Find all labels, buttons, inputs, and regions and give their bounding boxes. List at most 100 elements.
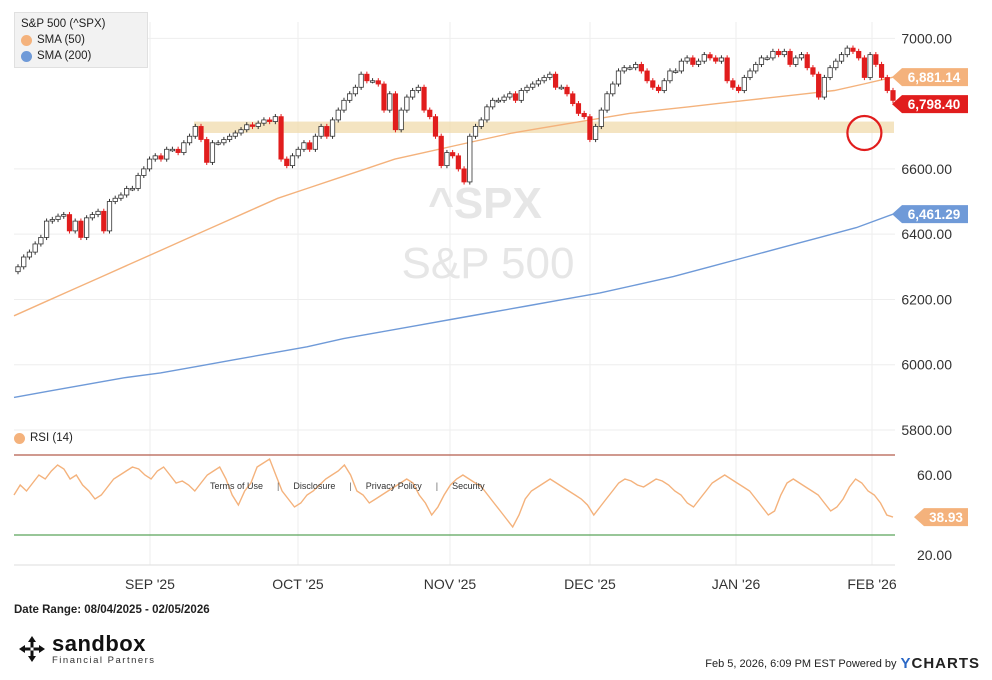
rsi-value-tag-shape xyxy=(914,508,968,527)
price-tick-label: 6600.00 xyxy=(901,161,952,177)
candle xyxy=(32,241,38,255)
candle-body xyxy=(673,70,679,73)
candle-body xyxy=(518,90,524,101)
candle xyxy=(798,52,805,61)
candle-body xyxy=(324,126,330,137)
candle-body xyxy=(793,57,799,65)
candle xyxy=(43,218,50,241)
legend-label-sma50: SMA (50) xyxy=(37,34,85,46)
candle xyxy=(398,107,404,133)
candle-body xyxy=(358,73,364,88)
candle xyxy=(227,133,233,143)
highlight-circle-ring xyxy=(846,114,883,152)
candle xyxy=(444,149,450,169)
candle xyxy=(627,65,633,71)
legend-item-sma200[interactable]: SMA (200) xyxy=(21,48,141,64)
candle-body xyxy=(547,73,553,78)
candle-body xyxy=(730,80,736,88)
candle-body xyxy=(810,67,816,75)
candle xyxy=(112,195,118,205)
candle-body xyxy=(541,77,547,82)
candle-body xyxy=(375,80,381,85)
timestamp: Feb 5, 2026, 6:09 PM EST Powered by xyxy=(705,657,897,670)
rsi-path xyxy=(13,457,894,529)
candle xyxy=(301,140,307,152)
candle xyxy=(364,71,370,84)
candle xyxy=(244,122,250,133)
candle xyxy=(707,52,713,61)
candle-body xyxy=(364,73,370,82)
candle xyxy=(78,218,84,241)
candle-body xyxy=(667,70,673,82)
ycharts-logo[interactable]: YCHARTS xyxy=(900,655,980,672)
candle xyxy=(781,48,787,58)
candle xyxy=(175,146,181,156)
candle xyxy=(135,172,141,192)
candle-body xyxy=(684,57,690,62)
candle xyxy=(713,55,719,64)
legend-item-spx[interactable]: S&P 500 (^SPX) xyxy=(21,16,141,32)
candle xyxy=(490,97,496,110)
candle-body xyxy=(593,126,599,140)
candle-body xyxy=(438,135,444,167)
candle-body xyxy=(204,139,210,163)
security-link[interactable]: Security xyxy=(452,481,485,491)
candle xyxy=(570,91,576,107)
candle xyxy=(335,107,341,123)
candle xyxy=(667,68,673,84)
legend-item-sma50[interactable]: SMA (50) xyxy=(21,32,141,48)
x-tick-label: JAN '26 xyxy=(712,576,761,592)
candle xyxy=(747,68,753,81)
candle-body xyxy=(278,116,284,160)
candle-body xyxy=(827,67,833,78)
candle xyxy=(369,78,376,84)
candle xyxy=(72,218,78,234)
candle-body xyxy=(501,96,507,101)
candle xyxy=(575,100,582,117)
rsi-legend[interactable]: RSI (14) xyxy=(14,432,73,444)
candle-body xyxy=(198,126,204,140)
candle xyxy=(209,140,216,165)
candle-body xyxy=(484,106,490,121)
candle xyxy=(633,61,639,71)
candle xyxy=(307,140,313,152)
candle xyxy=(15,264,21,275)
candle-body xyxy=(575,103,582,114)
candle-body xyxy=(455,155,461,170)
chart-watermark: ^SPX S&P 500 xyxy=(402,179,575,288)
sma50-dot-icon xyxy=(21,34,32,46)
candle xyxy=(655,84,662,94)
candle-body xyxy=(232,132,238,137)
candle xyxy=(204,136,210,165)
candle xyxy=(152,153,158,162)
candle-body xyxy=(821,77,827,98)
candle-body xyxy=(604,93,610,111)
candle-body xyxy=(512,93,519,101)
candle xyxy=(261,117,267,126)
candle-body xyxy=(329,119,336,137)
candle-body xyxy=(244,124,250,131)
candle-body xyxy=(610,83,616,95)
candle-body xyxy=(741,77,747,91)
privacy-policy-link[interactable]: Privacy Policy xyxy=(365,481,422,491)
disclosure-link[interactable]: Disclosure xyxy=(293,481,336,491)
watermark-ticker: ^SPX xyxy=(428,179,542,228)
x-axis: SEP '25 OCT '25 NOV '25 DEC '25 JAN '26 FEB '… xyxy=(14,564,897,592)
candle-body xyxy=(307,142,313,150)
candle xyxy=(650,78,656,90)
candle xyxy=(461,166,467,185)
candle xyxy=(432,114,439,139)
candle xyxy=(181,140,187,156)
candle-body xyxy=(106,201,113,232)
candle-body xyxy=(215,142,221,145)
candle xyxy=(838,52,845,64)
candle xyxy=(186,133,193,146)
candle xyxy=(455,153,461,172)
terms-of-use-link[interactable]: Terms of Use xyxy=(210,481,264,491)
candle xyxy=(678,58,684,74)
candle-body xyxy=(249,124,256,127)
candle xyxy=(375,78,381,87)
candle-body xyxy=(787,50,793,65)
candle xyxy=(873,52,879,68)
candle xyxy=(278,114,284,162)
